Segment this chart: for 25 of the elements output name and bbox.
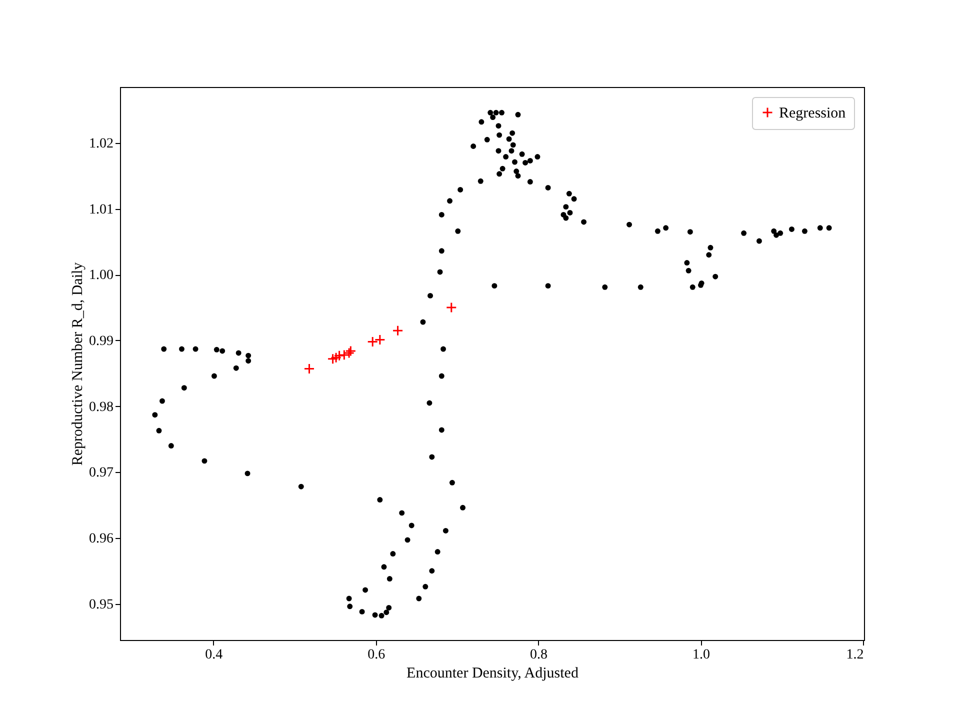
y-tick-label: 0.99 — [89, 334, 114, 349]
y-tick-label: 1.00 — [89, 268, 114, 284]
x-tick-label: 1.0 — [692, 648, 710, 662]
x-tick-label: 0.4 — [205, 648, 223, 662]
point — [334, 350, 345, 362]
legend-label: Regression — [779, 106, 846, 122]
y-tick-label: 1.01 — [89, 202, 114, 218]
point — [392, 325, 404, 336]
y-tick-label: 0.95 — [89, 597, 114, 612]
y-tick-label: 1.02 — [89, 136, 114, 152]
x-tick-label: 0.6 — [368, 648, 386, 662]
point — [367, 336, 378, 348]
y-axis-title: Reproductive Number R_d, Daily — [70, 262, 86, 466]
point — [446, 302, 457, 314]
point — [338, 349, 350, 360]
point — [304, 363, 315, 374]
x-axis-title: Encounter Density, Adjusted — [406, 666, 579, 682]
point — [374, 334, 386, 346]
y-tick-label: 0.96 — [89, 531, 114, 546]
x-tick-label: 1.2 — [846, 648, 864, 662]
point — [327, 353, 338, 364]
point — [330, 352, 342, 364]
y-tick-label: 0.98 — [89, 400, 114, 415]
y-tick-label: 0.97 — [89, 466, 114, 481]
x-tick-label: 0.8 — [530, 648, 548, 662]
